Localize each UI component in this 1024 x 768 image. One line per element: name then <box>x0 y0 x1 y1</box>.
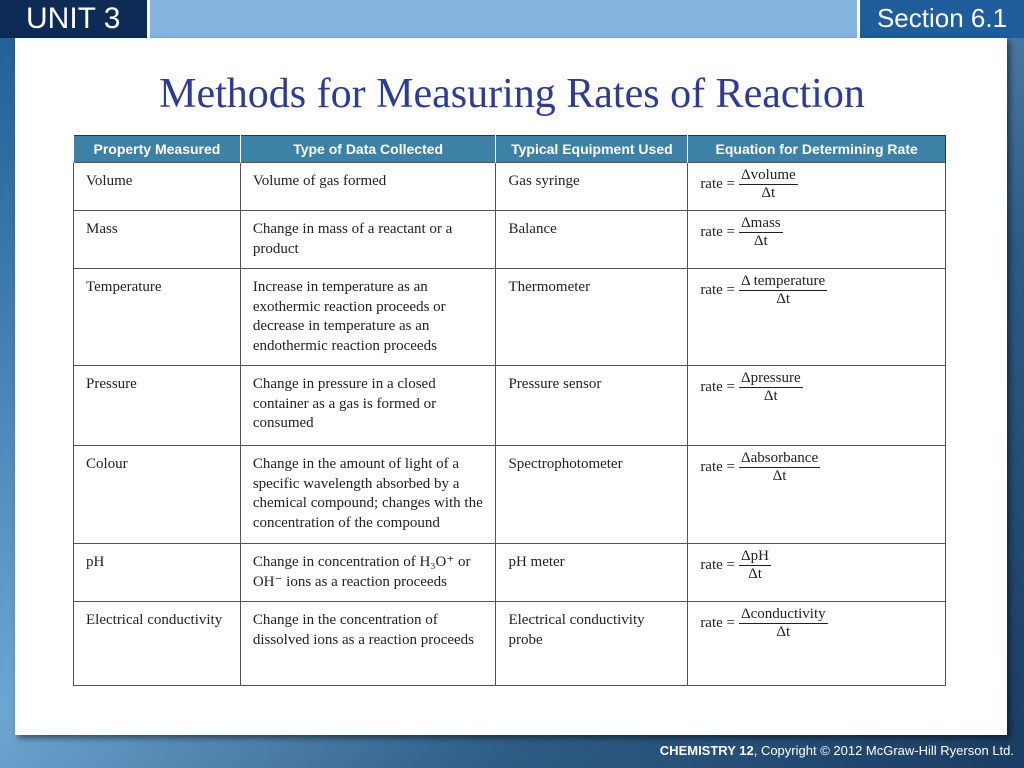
table-cell: Colour <box>73 445 241 544</box>
unit-label: UNIT 3 <box>0 0 150 38</box>
numerator: Δpressure <box>739 370 803 388</box>
table-cell: Spectrophotometer <box>495 445 689 544</box>
table-cell: Volume of gas formed <box>239 162 497 211</box>
denominator: Δt <box>753 233 768 249</box>
fraction: Δvolume Δt <box>739 167 798 202</box>
fraction: Δabsorbance Δt <box>739 450 821 485</box>
table-cell: Pressure <box>73 365 241 446</box>
table-cell: Volume <box>73 162 241 211</box>
numerator: Δabsorbance <box>739 450 821 468</box>
equation-cell: rate = ΔpH Δt <box>687 543 946 602</box>
denominator: Δt <box>772 468 787 484</box>
equation-lhs: rate = <box>700 556 735 573</box>
equation-cell: rate = Δconductivity Δt <box>687 601 946 686</box>
table-row: pH Change in concentration of H₃O⁺ or OH⁻… <box>73 543 946 602</box>
methods-table: Property Measured Type of Data Collected T… <box>73 135 946 686</box>
table-cell: Change in pressure in a closed container… <box>239 365 497 446</box>
equation-lhs: rate = <box>700 458 735 475</box>
equation-lhs: rate = <box>700 614 735 631</box>
denominator: Δt <box>761 185 776 201</box>
column-header: Typical Equipment Used <box>495 135 688 163</box>
section-label: Section 6.1 <box>857 0 1024 38</box>
table-cell: Thermometer <box>495 268 689 366</box>
table-body: Volume Volume of gas formed Gas syringe rat… <box>73 162 946 686</box>
equation-lhs: rate = <box>700 223 735 240</box>
table-cell: Change in concentration of H₃O⁺ or OH⁻ i… <box>239 543 497 602</box>
footer-copyright: , Copyright © 2012 McGraw-Hill Ryerson L… <box>753 743 1014 758</box>
table-cell: pH <box>73 543 241 602</box>
denominator: Δt <box>748 566 762 582</box>
fraction: Δconductivity Δt <box>739 606 828 641</box>
column-header: Property Measured <box>73 135 241 163</box>
numerator: Δvolume <box>739 167 798 185</box>
footer: CHEMISTRY 12, Copyright © 2012 McGraw-Hi… <box>660 743 1014 758</box>
fraction: Δmass Δt <box>739 215 783 250</box>
header-row: Property Measured Type of Data Collected T… <box>73 135 946 163</box>
numerator: Δ temperature <box>739 273 828 291</box>
table-cell: Balance <box>495 210 689 269</box>
table-row: Temperature Increase in temperature as an… <box>73 268 946 366</box>
table-cell: Mass <box>73 210 241 269</box>
table-cell: Increase in temperature as an exothermic… <box>239 268 497 366</box>
top-bar <box>0 0 1024 38</box>
table-cell: Change in mass of a reactant or a produc… <box>239 210 497 269</box>
table-row: Volume Volume of gas formed Gas syringe rat… <box>73 162 946 211</box>
denominator: Δt <box>776 624 791 640</box>
fraction: ΔpH Δt <box>739 548 771 583</box>
column-header: Equation for Determining Rate <box>687 135 946 163</box>
slide-title: Methods for Measuring Rates of Reaction <box>159 71 865 117</box>
equation-cell: rate = Δpressure Δt <box>687 365 946 446</box>
equation-cell: rate = Δvolume Δt <box>687 162 946 211</box>
equation-cell: rate = Δ temperature Δt <box>687 268 946 366</box>
table-cell: Gas syringe <box>495 162 689 211</box>
column-header: Type of Data Collected <box>239 135 496 163</box>
equation-cell: rate = Δabsorbance Δt <box>687 445 946 544</box>
footer-brand: CHEMISTRY 12 <box>659 743 754 758</box>
denominator: Δt <box>776 291 791 307</box>
table-cell: Change in the concentration of dissolved… <box>239 601 497 686</box>
table-row: Mass Change in mass of a reactant or a pr… <box>73 210 946 269</box>
table-cell: Change in the amount of light of a speci… <box>239 445 497 544</box>
numerator: Δconductivity <box>739 606 828 624</box>
table-cell: pH meter <box>495 543 689 602</box>
table-cell: Electrical conductivity <box>73 601 241 686</box>
equation-lhs: rate = <box>700 175 735 192</box>
table-cell: Electrical conductivity probe <box>495 601 689 686</box>
numerator: Δmass <box>739 215 783 233</box>
equation-cell: rate = Δmass Δt <box>687 210 946 269</box>
table-cell: Temperature <box>73 268 241 366</box>
denominator: Δt <box>763 388 778 404</box>
fraction: Δpressure Δt <box>739 370 803 405</box>
table-row: Pressure Change in pressure in a closed c… <box>73 365 946 446</box>
equation-lhs: rate = <box>700 378 735 395</box>
equation-lhs: rate = <box>700 281 735 298</box>
table-row: Electrical conductivity Change in the con… <box>73 601 946 686</box>
table-row: Colour Change in the amount of light of a… <box>73 445 946 544</box>
table-cell: Pressure sensor <box>495 365 689 446</box>
numerator: ΔpH <box>739 548 771 566</box>
fraction: Δ temperature Δt <box>739 273 828 308</box>
